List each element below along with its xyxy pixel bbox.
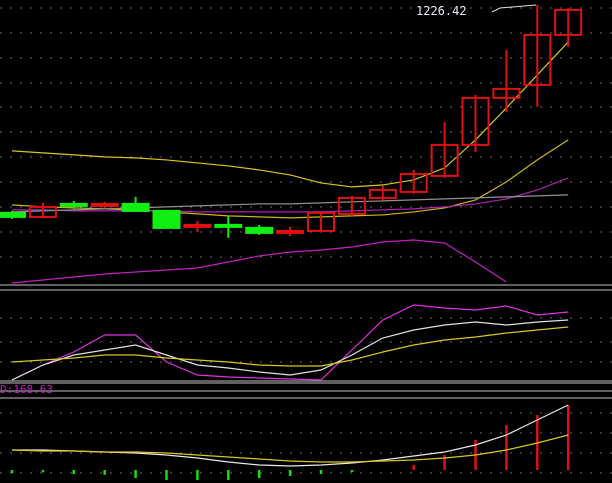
high-price-label: 1226.42 xyxy=(416,4,467,18)
oscillator-line-3 xyxy=(11,326,569,367)
high-leader-line xyxy=(491,4,537,13)
moving-average-line-1 xyxy=(11,41,569,188)
candle-body xyxy=(430,143,459,177)
candle-body xyxy=(337,196,366,215)
candle-body xyxy=(554,8,583,36)
candle-body xyxy=(276,229,305,234)
indicator-line xyxy=(11,239,507,284)
candle-body xyxy=(0,211,26,218)
moving-average-line-4 xyxy=(11,194,569,213)
candle-body xyxy=(523,33,552,86)
candle-body xyxy=(90,202,119,207)
candle-body xyxy=(307,211,335,232)
candle-body xyxy=(121,202,150,212)
candle-body xyxy=(492,87,521,99)
candle-body xyxy=(28,205,57,218)
candle-body xyxy=(399,172,428,193)
candle-body xyxy=(183,223,212,228)
macd-line-1 xyxy=(12,404,569,467)
candle-body xyxy=(152,209,181,229)
candle-body xyxy=(368,188,397,199)
candle-body xyxy=(461,96,490,146)
candle-body xyxy=(245,226,274,234)
candle-body xyxy=(214,223,243,228)
macd-value-label: D:168.63 xyxy=(0,383,53,396)
oscillator-line-1 xyxy=(11,304,569,381)
oscillator-line-2 xyxy=(11,319,569,381)
macd-line-2 xyxy=(11,434,569,463)
moving-average-line-3 xyxy=(12,177,569,213)
candle-body xyxy=(59,202,88,207)
